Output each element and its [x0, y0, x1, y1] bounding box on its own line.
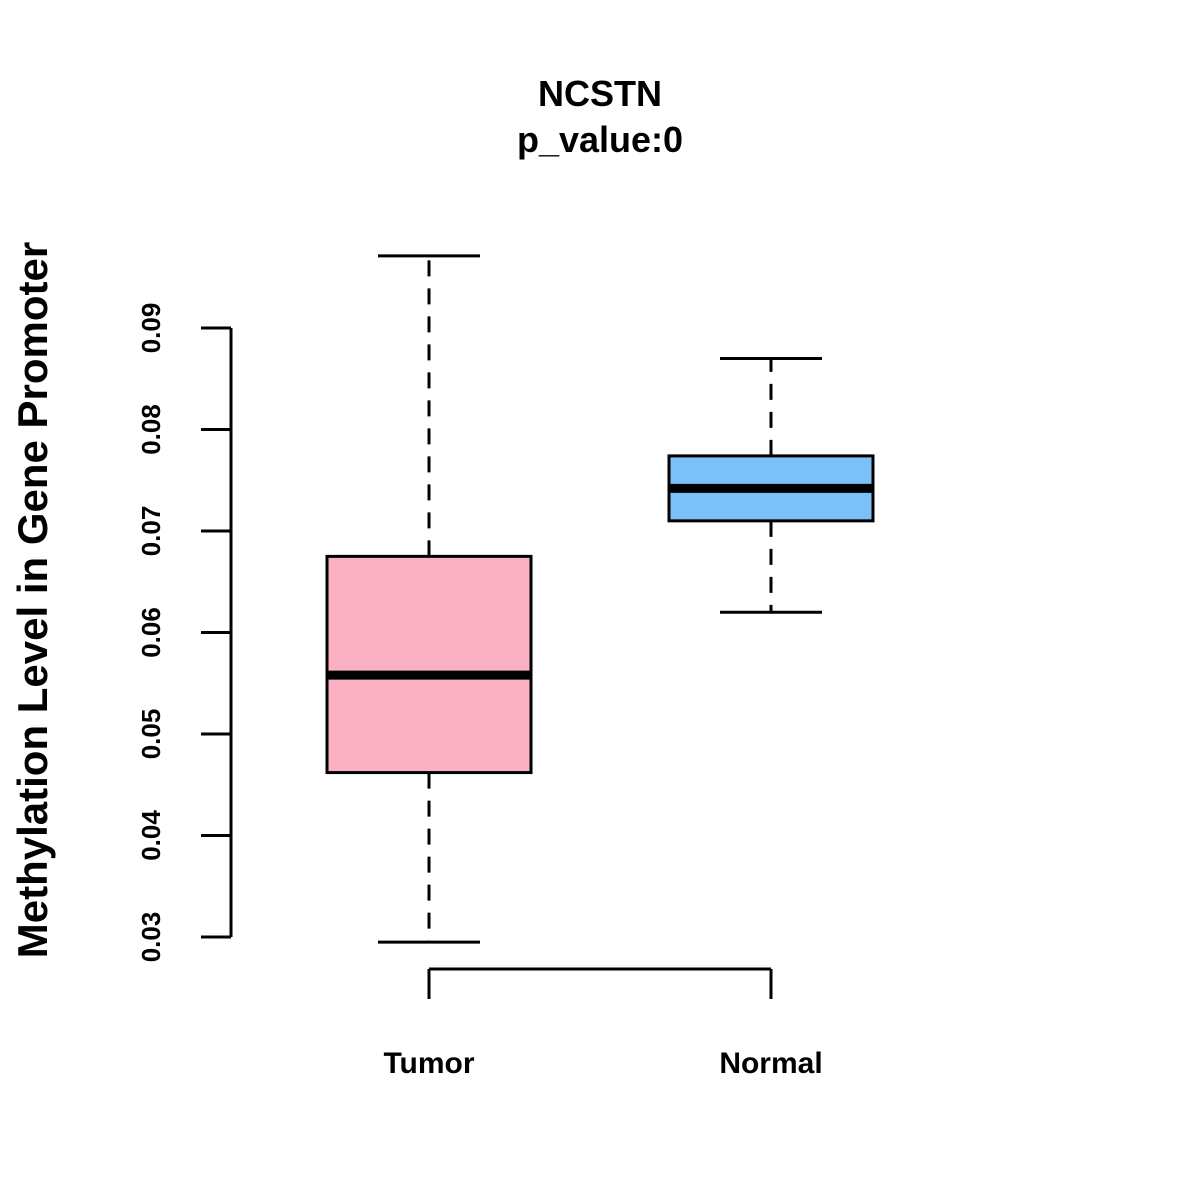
y-tick-label: 0.05	[136, 709, 166, 760]
chart-subtitle: p_value:0	[517, 119, 683, 160]
box-tumor	[325, 554, 533, 775]
y-tick-label: 0.06	[136, 607, 166, 658]
y-tick-label: 0.04	[136, 810, 166, 861]
x-axis: Tumor Normal	[383, 967, 823, 1080]
chart-title: NCSTN	[538, 73, 662, 114]
y-tick-label: 0.03	[136, 912, 166, 963]
y-axis-label: Methylation Level in Gene Promoter	[9, 242, 56, 958]
y-tick-label: 0.08	[136, 404, 166, 455]
box-group-tumor	[325, 254, 533, 944]
x-tick-label-tumor: Tumor	[383, 1047, 474, 1080]
x-tick-label-normal: Normal	[719, 1047, 822, 1080]
y-tick-label: 0.07	[136, 506, 166, 557]
box-group-normal	[667, 356, 875, 614]
y-tick-label: 0.09	[136, 303, 166, 354]
y-axis: 0.03 0.04 0.05 0.06 0.07 0.08 0.09	[136, 303, 233, 963]
boxes-group	[325, 254, 875, 944]
